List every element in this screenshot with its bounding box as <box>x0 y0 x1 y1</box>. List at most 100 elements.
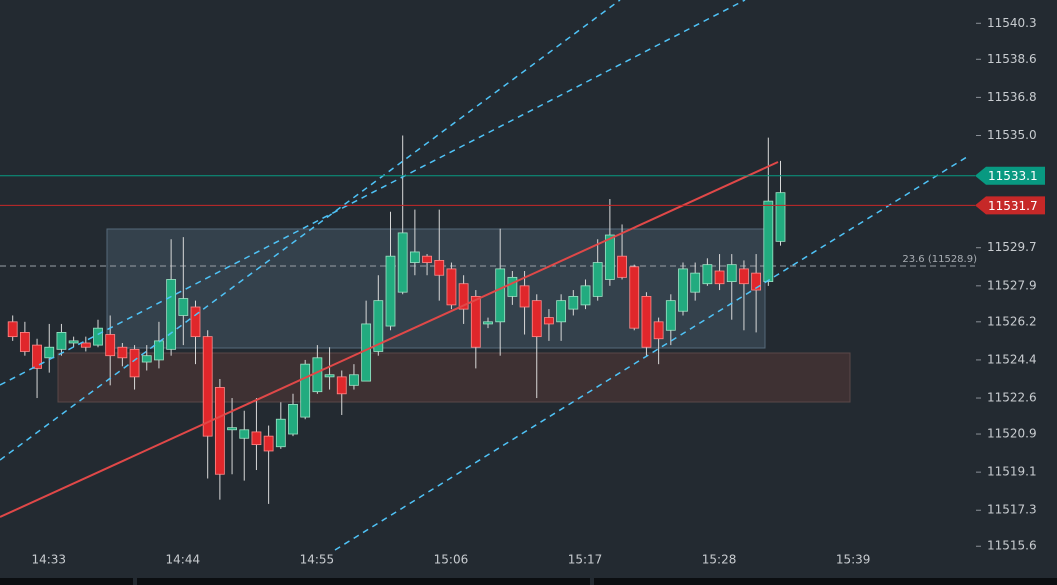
y-tick-label: 11515.6 <box>987 539 1037 553</box>
candle-body <box>349 374 359 386</box>
candle-body <box>434 260 445 276</box>
x-tick-label: 14:55 <box>300 553 335 567</box>
candle-body <box>604 234 615 280</box>
y-tick-label: 11526.2 <box>987 314 1037 328</box>
candle-body <box>7 321 18 338</box>
x-tick-label: 15:28 <box>702 553 737 567</box>
candles <box>7 135 786 504</box>
x-tick-label: 15:06 <box>434 553 469 567</box>
candle-body <box>251 431 262 446</box>
candle-body <box>580 285 591 306</box>
candle-body <box>300 363 311 418</box>
candle-body <box>19 332 30 352</box>
price-badge <box>975 196 1045 215</box>
candle-body <box>592 262 603 297</box>
candle-body <box>544 317 554 325</box>
candle-body <box>32 344 42 369</box>
y-tick-label: 11538.6 <box>987 52 1037 66</box>
y-tick-label: 11522.6 <box>987 391 1037 405</box>
candle-body <box>702 264 713 285</box>
candle-body <box>653 321 664 340</box>
candle-body <box>93 327 103 346</box>
candle-body <box>190 306 201 338</box>
candle-body <box>239 429 250 439</box>
candle-body <box>568 296 579 310</box>
candle-body <box>129 348 140 378</box>
price-badge-label: 11531.7 <box>988 199 1038 213</box>
candle-body <box>531 300 542 338</box>
y-tick-label: 11520.9 <box>987 427 1037 441</box>
price-badge-label: 11533.1 <box>988 169 1038 183</box>
candle-body <box>227 427 237 431</box>
panel-border <box>594 578 1057 585</box>
candle-body <box>409 251 420 263</box>
candle-body <box>483 321 493 325</box>
x-tick-label: 15:39 <box>836 553 871 567</box>
candle-body <box>470 296 481 348</box>
candle-body <box>763 200 774 282</box>
x-tick-label: 14:33 <box>31 553 66 567</box>
candle-body <box>458 283 469 310</box>
candle-body <box>105 334 116 357</box>
candle-body <box>312 357 323 393</box>
candle-body <box>495 268 506 323</box>
candle-body <box>324 374 335 378</box>
drawings <box>0 228 975 403</box>
channel-line <box>0 0 746 386</box>
candle-body <box>373 300 384 352</box>
candle-body <box>617 255 627 278</box>
candle-body <box>263 435 274 452</box>
candle-body <box>751 272 762 291</box>
candle-body <box>641 296 652 348</box>
candle-body <box>44 346 55 359</box>
candle-body <box>141 355 152 363</box>
panel-border <box>0 578 133 585</box>
candle-body <box>56 332 67 350</box>
candle-body <box>690 272 701 293</box>
candle-body <box>714 270 725 285</box>
trend-lines <box>0 0 971 551</box>
y-tick-label: 11529.7 <box>987 240 1037 254</box>
candle-body <box>154 340 164 361</box>
candle-body <box>288 403 298 435</box>
candle-body <box>361 323 372 382</box>
trend-line <box>0 161 779 518</box>
y-tick-label: 11540.3 <box>987 16 1037 30</box>
candle-body <box>422 255 432 263</box>
channel-line <box>0 0 621 461</box>
y-tick-label: 11517.3 <box>987 503 1037 517</box>
y-tick-label: 11527.9 <box>987 278 1037 292</box>
candle-body <box>275 418 286 448</box>
y-tick-label: 11519.1 <box>987 465 1037 479</box>
candle-body <box>775 192 786 242</box>
y-tick-label: 11536.8 <box>987 90 1037 104</box>
candle-body <box>178 298 189 316</box>
candle-body <box>519 285 530 308</box>
candle-body <box>117 346 128 359</box>
panel-border <box>137 578 590 585</box>
fib-label: 23.6 (11528.9) <box>902 254 977 265</box>
candle-body <box>446 268 457 306</box>
candle-body <box>336 376 347 395</box>
price-badge <box>975 166 1045 185</box>
candle-body <box>202 336 213 437</box>
candle-body <box>385 255 396 327</box>
candle-body <box>629 266 640 329</box>
zone-box <box>57 352 851 403</box>
candle-body <box>556 300 567 323</box>
channel-line <box>334 154 971 551</box>
candle-body <box>507 276 518 297</box>
candle-body <box>166 279 177 350</box>
x-tick-label: 14:44 <box>166 553 201 567</box>
candle-body <box>665 300 676 331</box>
candle-body <box>678 268 688 312</box>
y-tick-label: 11535.0 <box>987 128 1037 142</box>
x-tick-label: 15:17 <box>568 553 603 567</box>
candle-body <box>397 232 408 293</box>
candle-body <box>739 268 749 285</box>
y-tick-label: 11524.4 <box>987 352 1037 366</box>
candle-body <box>68 340 79 344</box>
candle-body <box>214 387 225 475</box>
candle-body <box>80 342 91 348</box>
axes: 11540.3 11538.6 11536.8 11535.0 11529.7 11527… <box>0 16 1045 567</box>
